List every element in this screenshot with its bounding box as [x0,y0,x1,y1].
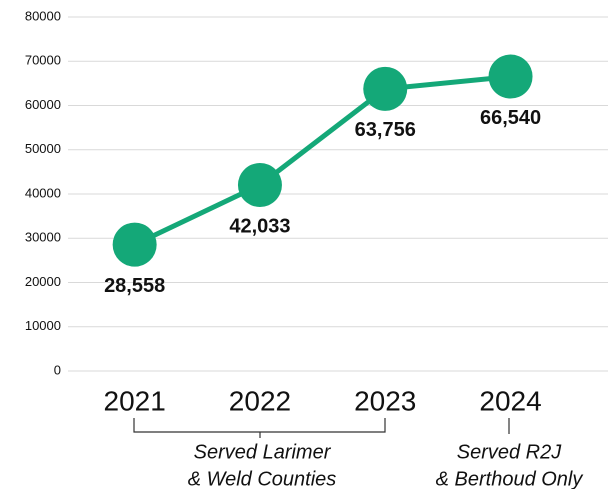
data-label: 63,756 [355,119,416,141]
y-tick-label: 60000 [25,97,61,112]
point [237,163,282,208]
annotation: Served Larimer [194,441,332,463]
y-tick-label: 20000 [25,274,61,289]
bracket [133,418,386,433]
point [488,54,533,99]
annotation: & Weld Counties [188,468,337,489]
data-label: 28,558 [104,275,165,297]
annotation: & Berthoud Only [436,468,584,489]
y-tick-label: 10000 [25,318,61,333]
line [133,74,511,247]
point [363,66,408,111]
y-tick-label: 80000 [25,8,61,23]
y-tick-label: 50000 [25,141,61,156]
x-tick-label: 2021 [104,385,166,416]
point [112,222,157,267]
y-tick-label: 0 [54,362,61,377]
annotation: Served R2J [457,441,562,463]
data-label: 66,540 [480,107,541,129]
y-tick-label: 30000 [25,230,61,245]
y-tick-label: 40000 [25,185,61,200]
x-tick-label: 2023 [354,385,416,416]
y-tick-label: 70000 [25,53,61,68]
data-label: 42,033 [229,215,290,237]
x-tick-label: 2024 [479,385,541,416]
x-tick-label: 2022 [229,385,291,416]
brace-2021-2023 [133,418,386,438]
